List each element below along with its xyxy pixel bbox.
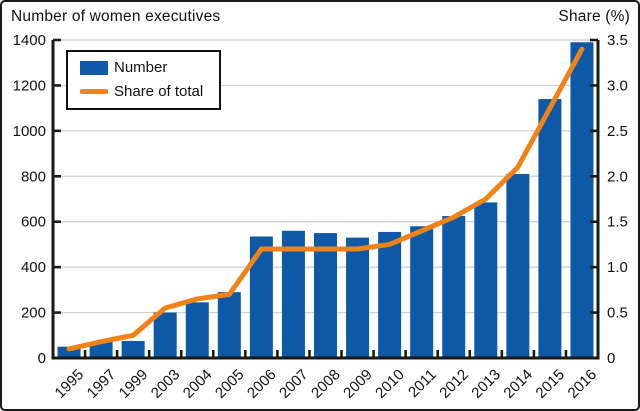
right-tick-label: 3.0	[607, 77, 628, 94]
right-axis-title: Share (%)	[558, 8, 630, 25]
x-label-2011: 2011	[405, 366, 440, 401]
legend-number-label: Number	[114, 59, 168, 76]
x-label-2016: 2016	[565, 366, 601, 402]
right-tick-label: 1.5	[607, 214, 628, 231]
number-bar-swatch-icon	[80, 60, 108, 75]
x-label-2008: 2008	[308, 366, 344, 402]
bar-2005	[217, 292, 241, 358]
share-line	[66, 46, 585, 352]
x-label-1999: 1999	[116, 366, 152, 402]
bar-2007	[281, 230, 305, 358]
left-tick-label: 1000	[13, 123, 46, 140]
bar-1999	[121, 340, 145, 358]
bar-2014	[506, 174, 530, 358]
left-tick-label: 600	[21, 214, 46, 231]
x-label-2004: 2004	[180, 366, 216, 402]
x-label-2009: 2009	[340, 366, 376, 402]
bar-1997	[89, 342, 113, 358]
bar-2003	[153, 312, 177, 358]
x-label-1997: 1997	[84, 366, 120, 402]
legend: Number Share of total	[66, 50, 222, 110]
share-line-swatch-icon	[80, 89, 108, 94]
left-tick-label: 400	[21, 259, 46, 276]
bar-2008	[314, 233, 337, 358]
legend-item-share: Share of total	[80, 83, 203, 100]
x-label-2012: 2012	[436, 366, 472, 402]
x-label-2015: 2015	[532, 366, 568, 402]
right-tick-label: 3.5	[607, 32, 628, 49]
left-tick-label: 800	[21, 168, 46, 185]
bar-1995	[57, 346, 81, 358]
left-tick-label: 200	[21, 305, 46, 322]
bar-2016	[570, 42, 594, 359]
right-tick-label: 2.0	[607, 168, 628, 185]
bar-2004	[185, 302, 209, 358]
x-label-2013: 2013	[468, 366, 504, 402]
bar-2015	[538, 99, 562, 359]
x-label-2006: 2006	[244, 366, 280, 402]
left-tick-label: 1200	[13, 77, 46, 94]
right-tick-label: 0.5	[607, 305, 628, 322]
right-tick-label: 2.5	[607, 123, 628, 140]
x-label-1995: 1995	[52, 366, 88, 402]
x-label-2010: 2010	[372, 366, 408, 402]
left-tick-label: 1400	[13, 32, 46, 49]
right-tick-label: 0	[607, 350, 615, 367]
left-tick-label: 0	[38, 350, 46, 367]
x-label-2003: 2003	[148, 366, 184, 402]
x-label-2014: 2014	[500, 366, 536, 402]
bar-2006	[249, 236, 273, 358]
bar-2010	[378, 231, 402, 358]
legend-share-label: Share of total	[114, 83, 204, 100]
x-label-2005: 2005	[212, 366, 248, 402]
bar-2012	[442, 216, 466, 358]
x-label-2007: 2007	[276, 366, 312, 402]
bar-2011	[410, 226, 434, 358]
legend-item-number: Number	[80, 59, 203, 76]
right-tick-label: 1.0	[607, 259, 628, 276]
left-axis-title: Number of women executives	[11, 8, 221, 25]
bar-2013	[474, 202, 498, 358]
bar-2009	[346, 237, 370, 358]
